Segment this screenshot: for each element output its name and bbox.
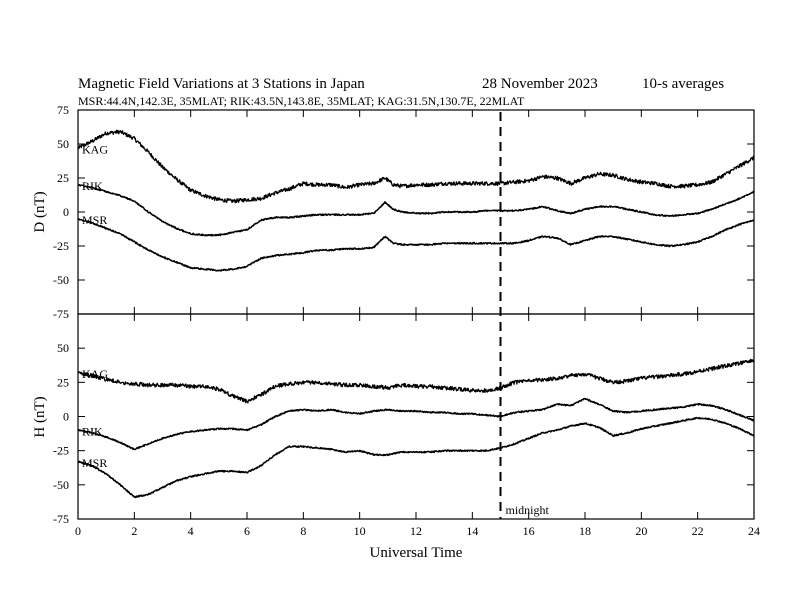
midnight-label: midnight	[506, 503, 550, 517]
h-panel-frame	[77, 313, 755, 520]
x-tick-label: 2	[131, 524, 137, 538]
x-tick-label: 10	[354, 524, 366, 538]
d-ytick-label: 0	[63, 205, 69, 219]
x-tick-label: 14	[466, 524, 478, 538]
h-ytick-label: -50	[53, 478, 69, 492]
h-ytick-label: -75	[53, 512, 69, 526]
x-tick-label: 4	[188, 524, 194, 538]
h-ytick-label: -25	[53, 444, 69, 458]
h-series-kag	[77, 358, 755, 404]
d-ytick-label: -25	[53, 239, 69, 253]
x-tick-label: 18	[579, 524, 591, 538]
chart-subtitle: MSR:44.4N,142.3E, 35MLAT; RIK:43.5N,143.…	[78, 94, 525, 108]
x-tick-label: 6	[244, 524, 250, 538]
d-station-label-msr: MSR	[82, 213, 107, 227]
series-layer	[77, 129, 755, 499]
d-ytick-label: 75	[57, 103, 69, 117]
h-series-msr	[77, 416, 755, 499]
d-ytick-label: 25	[57, 171, 69, 185]
chart-averaging: 10-s averages	[642, 76, 724, 92]
d-series-rik	[77, 184, 755, 237]
x-tick-label: 8	[300, 524, 306, 538]
x-tick-label: 16	[523, 524, 535, 538]
chart-date: 28 November 2023	[482, 76, 598, 92]
h-station-label-msr: MSR	[82, 456, 107, 470]
d-series-msr	[77, 218, 755, 272]
x-axis-title: Universal Time	[370, 545, 463, 561]
h-axis-title: H (nT)	[32, 396, 48, 437]
d-ytick-label: -75	[53, 307, 69, 321]
label-layer: KAG RIK MSR KAG RIK MSR	[82, 143, 108, 471]
h-station-label-kag: KAG	[82, 367, 108, 381]
h-ytick-label: 0	[63, 410, 69, 424]
chart-title: Magnetic Field Variations at 3 Stations …	[78, 76, 365, 92]
x-tick-label: 24	[748, 524, 760, 538]
h-ytick-label: 25	[57, 375, 69, 389]
h-station-label-rik: RIK	[82, 425, 103, 439]
d-station-label-rik: RIK	[82, 179, 103, 193]
h-ytick-label: 50	[57, 341, 69, 355]
d-station-label-kag: KAG	[82, 143, 108, 157]
d-panel-frame	[77, 109, 755, 315]
x-tick-label: 20	[635, 524, 647, 538]
x-tick-label: 0	[75, 524, 81, 538]
d-axis-title: D (nT)	[32, 191, 48, 232]
d-ytick-label: 50	[57, 137, 69, 151]
x-tick-label: 12	[410, 524, 422, 538]
x-tick-label: 22	[692, 524, 704, 538]
h-series-rik	[77, 397, 755, 451]
d-series-kag	[77, 129, 755, 204]
d-ytick-label: -50	[53, 273, 69, 287]
